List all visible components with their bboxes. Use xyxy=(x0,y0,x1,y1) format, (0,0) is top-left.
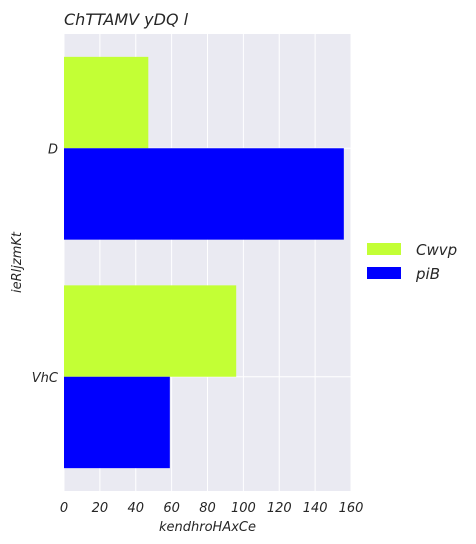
x-tick-label: 140 xyxy=(303,501,328,516)
x-tick-label: 160 xyxy=(339,501,364,516)
legend-label-Cwvp: Cwvp xyxy=(416,241,457,259)
chart-title: ChTTAMV yDQ l xyxy=(64,10,189,29)
x-tick-label: 100 xyxy=(231,501,256,516)
y-tick-labels: D VhC xyxy=(32,142,59,386)
y-tick-label: VhC xyxy=(32,371,59,386)
x-tick-labels: 0 20 40 60 80 100 120 140 160 xyxy=(60,501,364,516)
legend-swatch-Cwvp xyxy=(367,243,401,255)
legend: Cwvp piB xyxy=(367,241,457,283)
x-tick-label: 0 xyxy=(60,501,68,516)
bar-Cwvp-VhC xyxy=(64,285,237,377)
legend-swatch-piB xyxy=(367,267,401,279)
x-tick-label: 80 xyxy=(199,501,216,516)
legend-label-piB: piB xyxy=(415,265,440,283)
bar-Cwvp-D xyxy=(64,56,149,149)
y-tick-label: D xyxy=(48,142,58,157)
bar-piB-D xyxy=(64,148,344,240)
x-tick-label: 60 xyxy=(163,501,180,516)
y-axis-label: ieRljzmKt xyxy=(10,231,25,293)
bar-piB-VhC xyxy=(64,376,170,469)
bars xyxy=(64,56,344,469)
x-tick-label: 20 xyxy=(92,501,109,516)
x-tick-label: 120 xyxy=(267,501,292,516)
x-axis-label: kendhroHAxCe xyxy=(159,520,256,535)
x-tick-label: 40 xyxy=(127,501,144,516)
